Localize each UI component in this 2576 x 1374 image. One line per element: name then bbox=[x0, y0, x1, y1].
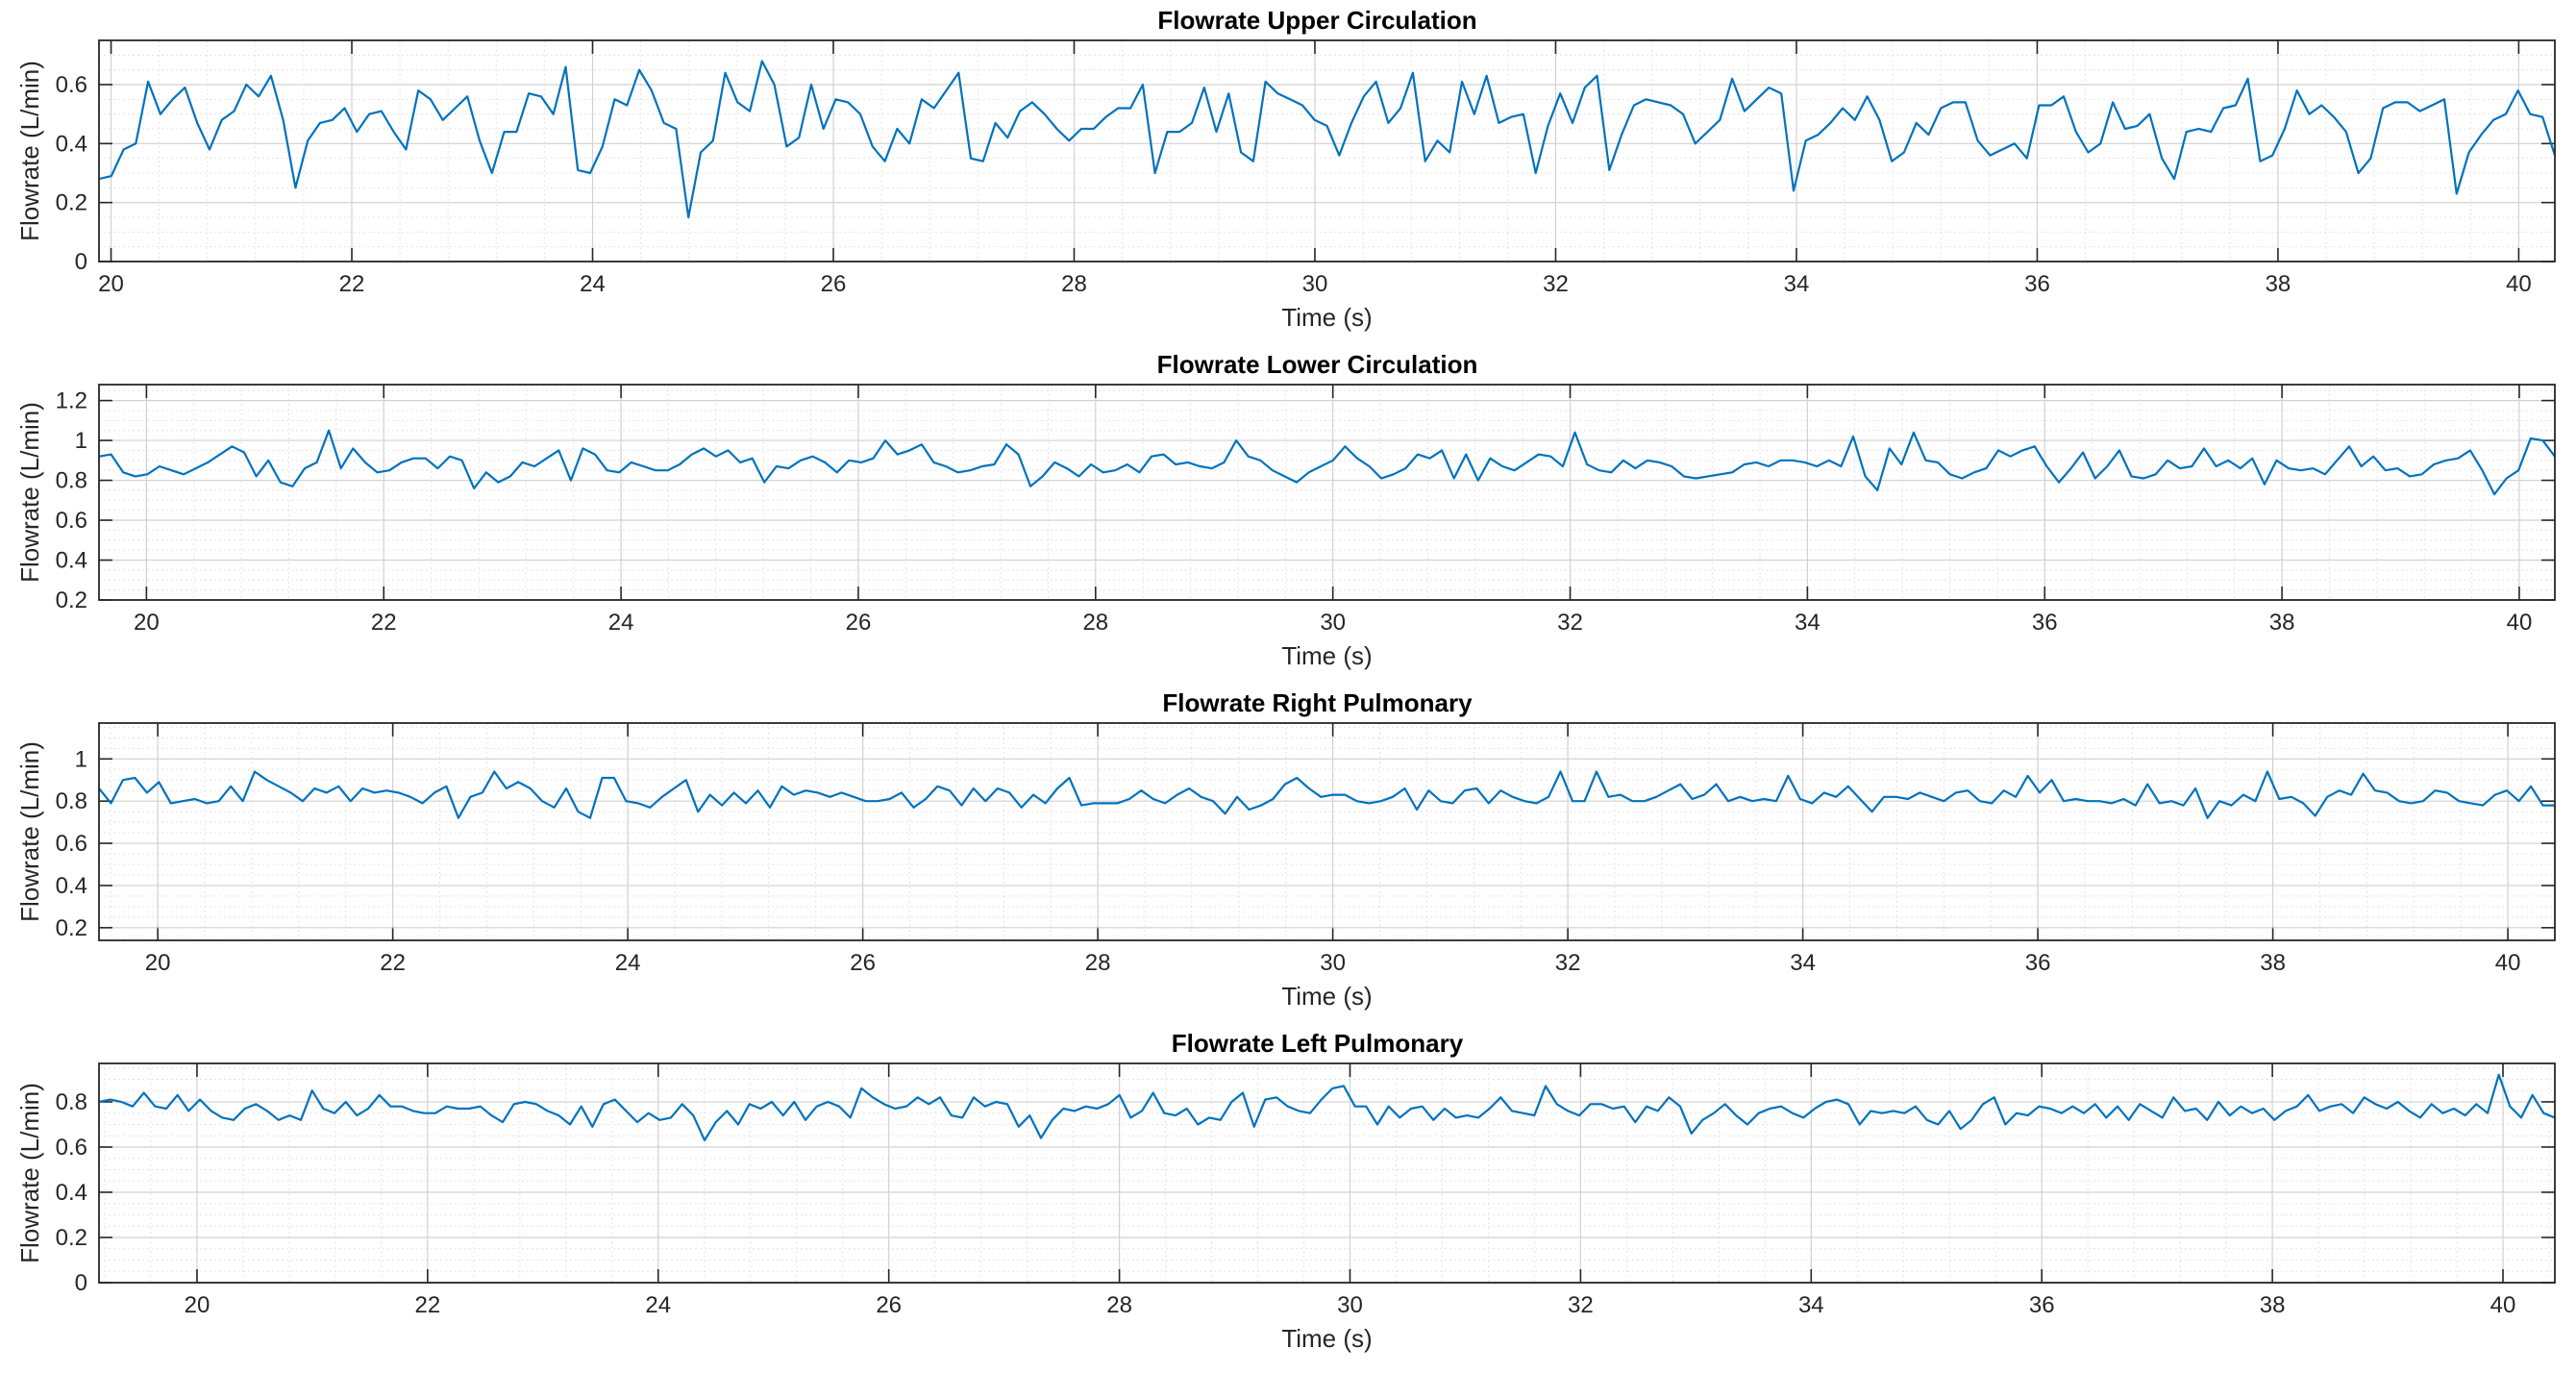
axes-background bbox=[99, 385, 2555, 600]
x-tick-label: 30 bbox=[1320, 950, 1346, 976]
y-axis-label: Flowrate (L/min) bbox=[15, 741, 44, 922]
x-axis-label: Time (s) bbox=[1281, 1324, 1372, 1353]
x-tick-label: 28 bbox=[1061, 271, 1087, 297]
x-tick-label: 32 bbox=[1555, 950, 1581, 976]
y-tick-label: 0.8 bbox=[56, 1089, 87, 1115]
chart-panel-3: 20 22 24 26 28 30 32 34 36 38 40 0.2 0.4 0.6 0.8 1 Flowr… bbox=[15, 688, 2556, 1011]
x-tick-label: 24 bbox=[608, 610, 634, 636]
x-tick-label: 26 bbox=[821, 271, 847, 297]
x-tick-label: 28 bbox=[1106, 1292, 1132, 1318]
x-tick-label: 22 bbox=[415, 1292, 441, 1318]
y-tick-label: 0.4 bbox=[56, 1180, 87, 1206]
y-tick-label: 0.2 bbox=[56, 587, 87, 613]
y-tick-label: 1.2 bbox=[56, 388, 87, 414]
y-tick-label: 0 bbox=[75, 249, 87, 275]
x-tick-label: 38 bbox=[2266, 271, 2291, 297]
x-tick-label: 38 bbox=[2260, 950, 2286, 976]
axes-box bbox=[98, 384, 2556, 601]
x-tick-label: 36 bbox=[2025, 950, 2051, 976]
y-tick-label: 0.8 bbox=[56, 468, 87, 494]
x-tick-label: 34 bbox=[1790, 950, 1816, 976]
y-tick-label: 1 bbox=[75, 746, 87, 772]
y-tick-label: 0.4 bbox=[56, 873, 87, 899]
y-tick-label: 0.2 bbox=[56, 190, 87, 216]
x-tick-label: 26 bbox=[846, 610, 872, 636]
x-axis-label: Time (s) bbox=[1281, 641, 1372, 670]
x-tick-label: 38 bbox=[2260, 1292, 2286, 1318]
x-tick-label: 20 bbox=[134, 610, 160, 636]
x-tick-label: 24 bbox=[615, 950, 641, 976]
x-tick-label: 20 bbox=[145, 950, 171, 976]
axes-box bbox=[98, 722, 2556, 941]
series-line-lower bbox=[99, 429, 2555, 496]
axes-box bbox=[98, 39, 2556, 262]
x-tick-label: 26 bbox=[876, 1292, 902, 1318]
axes-background bbox=[99, 723, 2555, 940]
y-tick-label: 0.2 bbox=[56, 915, 87, 941]
x-tick-label: 30 bbox=[1320, 610, 1346, 636]
axes-background bbox=[99, 40, 2555, 262]
chart-title: Flowrate Right Pulmonary bbox=[1162, 688, 1473, 717]
x-axis-label: Time (s) bbox=[1281, 303, 1372, 332]
x-tick-label: 40 bbox=[2507, 610, 2533, 636]
y-tick-label: 0.2 bbox=[56, 1225, 87, 1251]
x-tick-label: 34 bbox=[1798, 1292, 1824, 1318]
x-tick-label: 20 bbox=[98, 271, 124, 297]
y-axis-label: Flowrate (L/min) bbox=[15, 402, 44, 583]
x-tick-label: 24 bbox=[645, 1292, 671, 1318]
y-tick-label: 1 bbox=[75, 428, 87, 454]
y-axis-label: Flowrate (L/min) bbox=[15, 1083, 44, 1263]
x-tick-label: 28 bbox=[1082, 610, 1108, 636]
y-tick-label: 0.6 bbox=[56, 508, 87, 534]
x-tick-label: 40 bbox=[2490, 1292, 2516, 1318]
y-tick-label: 0.6 bbox=[56, 1135, 87, 1161]
series-line-right bbox=[99, 770, 2555, 819]
y-tick-label: 0.4 bbox=[56, 131, 87, 157]
x-tick-label: 24 bbox=[580, 271, 606, 297]
x-tick-label: 26 bbox=[850, 950, 876, 976]
y-tick-label: 0.6 bbox=[56, 831, 87, 857]
x-tick-label: 22 bbox=[371, 610, 397, 636]
x-tick-label: 40 bbox=[2506, 271, 2532, 297]
y-tick-label: 0.6 bbox=[56, 72, 87, 98]
chart-panel-1: 20 22 24 26 28 30 32 34 36 38 40 0 0.2 0.4 0.6 Flowrate… bbox=[15, 6, 2556, 332]
x-tick-label: 30 bbox=[1337, 1292, 1363, 1318]
x-tick-label: 36 bbox=[2024, 271, 2050, 297]
x-tick-label: 22 bbox=[380, 950, 406, 976]
x-tick-label: 28 bbox=[1085, 950, 1111, 976]
y-tick-label: 0 bbox=[75, 1270, 87, 1296]
chart-title: Flowrate Lower Circulation bbox=[1157, 350, 1478, 379]
x-tick-label: 36 bbox=[2032, 610, 2058, 636]
x-tick-label: 22 bbox=[339, 271, 365, 297]
chart-title: Flowrate Upper Circulation bbox=[1157, 6, 1476, 35]
x-tick-label: 40 bbox=[2495, 950, 2521, 976]
axes-background bbox=[99, 1063, 2555, 1283]
chart-panel-2: 20 22 24 26 28 30 32 34 36 38 40 0.2 0.4 0.6 0.8 1 1.2 Fl… bbox=[15, 350, 2556, 670]
x-tick-label: 20 bbox=[185, 1292, 211, 1318]
axes-box bbox=[98, 1062, 2556, 1284]
x-tick-label: 34 bbox=[1784, 271, 1810, 297]
x-axis-label: Time (s) bbox=[1281, 982, 1372, 1011]
chart-title: Flowrate Left Pulmonary bbox=[1172, 1029, 1464, 1058]
x-tick-label: 32 bbox=[1568, 1292, 1594, 1318]
x-tick-label: 32 bbox=[1557, 610, 1583, 636]
y-tick-label: 0.4 bbox=[56, 548, 87, 574]
x-tick-label: 34 bbox=[1795, 610, 1821, 636]
x-tick-label: 32 bbox=[1543, 271, 1569, 297]
y-tick-label: 0.8 bbox=[56, 788, 87, 814]
x-tick-label: 36 bbox=[2029, 1292, 2055, 1318]
series-line-left bbox=[99, 1073, 2555, 1142]
y-axis-label: Flowrate (L/min) bbox=[15, 61, 44, 241]
x-tick-label: 38 bbox=[2269, 610, 2295, 636]
x-tick-label: 30 bbox=[1302, 271, 1328, 297]
chart-panel-4: 20 22 24 26 28 30 32 34 36 38 40 0 0.2 0.4 0.6 0.8 Flowr… bbox=[15, 1029, 2556, 1353]
series-line-upper bbox=[99, 60, 2555, 219]
